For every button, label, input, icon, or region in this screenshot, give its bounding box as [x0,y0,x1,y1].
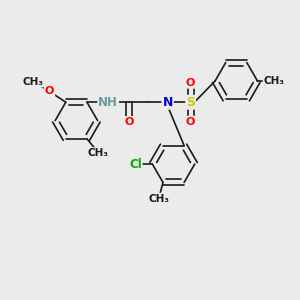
Text: O: O [186,117,195,127]
Text: S: S [186,96,195,109]
Text: CH₃: CH₃ [263,76,284,86]
Text: N: N [163,96,173,109]
Text: CH₃: CH₃ [148,194,169,204]
Text: O: O [186,78,195,88]
Text: O: O [45,86,54,96]
Text: Cl: Cl [129,158,142,170]
Text: O: O [125,117,134,127]
Text: CH₃: CH₃ [88,148,109,158]
Text: CH₃: CH₃ [23,76,44,87]
Text: NH: NH [98,96,118,109]
